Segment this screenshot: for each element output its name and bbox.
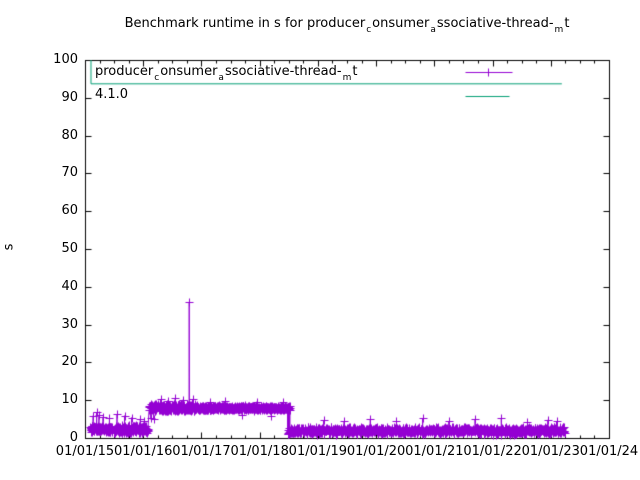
x-tick-label: 01/01/22 <box>463 444 522 459</box>
y-tick-label: 100 <box>53 52 78 67</box>
chart-title: Benchmark runtime in s for producerconsu… <box>85 17 609 37</box>
y-tick-label: 30 <box>61 316 78 332</box>
subscript-text: c <box>366 25 372 35</box>
x-tick-label: 01/01/19 <box>288 444 348 459</box>
x-tick-label: 01/01/16 <box>114 444 173 459</box>
x-tick-label: 01/01/20 <box>346 444 406 459</box>
y-tick-label: 90 <box>61 89 78 105</box>
plain-text: onsumer <box>160 64 218 79</box>
y-tick-label: 0 <box>69 430 78 445</box>
plain-text: ssociative-thread- <box>436 16 554 31</box>
y-tick-label: 20 <box>61 354 78 370</box>
subscript-text: c <box>154 73 160 83</box>
x-tick-label: 01/01/24 <box>579 444 639 459</box>
subscript-text: m <box>554 25 564 35</box>
plain-text: producer <box>95 64 154 79</box>
y-axis-label: s <box>1 243 17 251</box>
y-tick-label: 80 <box>61 127 78 143</box>
plain-text: ssociative-thread- <box>224 64 342 79</box>
subscript-text: m <box>342 73 352 83</box>
legend-label-series: producerconsumerassociative-thread-mt <box>95 65 357 85</box>
y-tick-label: 70 <box>61 165 78 181</box>
y-tick-label: 10 <box>61 392 78 408</box>
plain-text: t <box>564 16 570 31</box>
subscript-text: a <box>218 73 224 83</box>
x-tick-label: 01/01/17 <box>172 444 231 459</box>
x-tick-label: 01/01/18 <box>230 444 289 459</box>
subscript-text: a <box>430 25 436 35</box>
legend-label-version: 4.1.0 <box>95 87 129 102</box>
x-tick-label: 01/01/21 <box>405 444 464 459</box>
x-tick-label: 01/01/23 <box>521 444 580 459</box>
x-tick-label: 01/01/15 <box>55 444 115 459</box>
plain-text: Benchmark runtime in s for producer <box>124 16 366 31</box>
y-tick-label: 50 <box>61 241 78 256</box>
plain-text: t <box>352 64 358 79</box>
y-tick-label: 40 <box>61 278 78 294</box>
plain-text: onsumer <box>372 16 430 31</box>
y-tick-label: 60 <box>61 203 78 219</box>
